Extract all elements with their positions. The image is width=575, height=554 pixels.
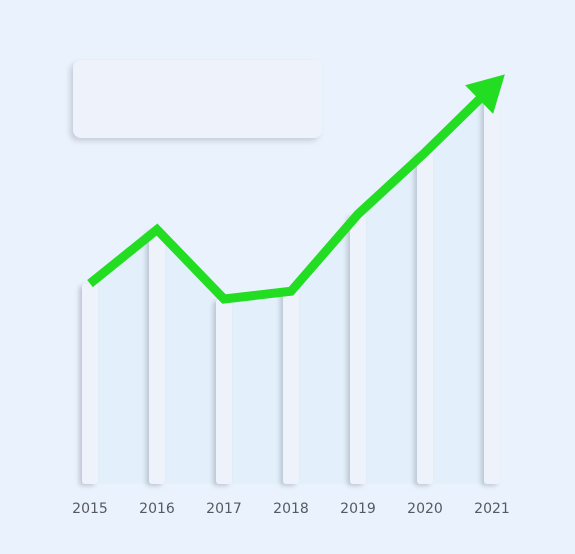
column-2019 [350,214,366,484]
x-tick-label-2018: 2018 [273,501,309,517]
x-tick-label-2020: 2020 [407,501,443,517]
column-2020 [417,153,433,484]
x-axis-labels: 2015 2016 2017 2018 2019 2020 2021 [72,501,510,517]
column-2016 [149,230,165,484]
x-tick-label-2015: 2015 [72,501,108,517]
x-tick-label-2019: 2019 [340,501,376,517]
column-2015 [82,284,98,484]
x-tick-label-2016: 2016 [139,501,175,517]
x-tick-label-2017: 2017 [206,501,242,517]
column-2018 [283,291,299,484]
title-placeholder-box [73,60,322,138]
column-2021 [484,87,500,484]
x-tick-label-2021: 2021 [474,501,510,517]
column-2017 [216,299,232,484]
